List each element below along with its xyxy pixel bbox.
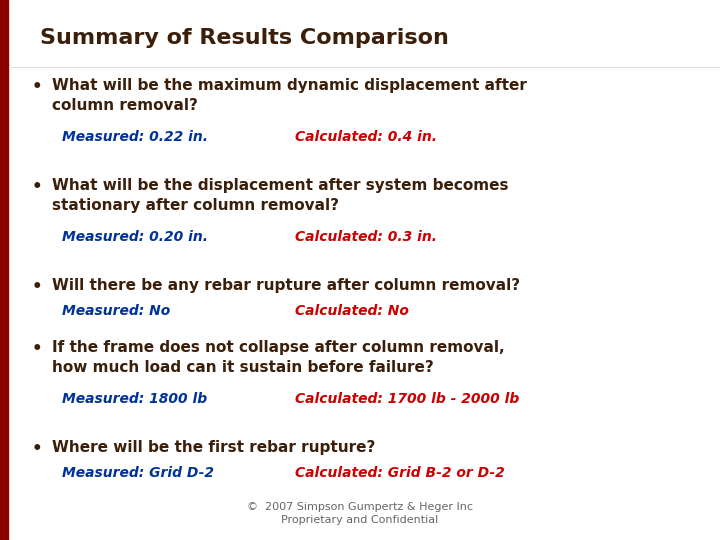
Text: If the frame does not collapse after column removal,
how much load can it sustai: If the frame does not collapse after col… (52, 340, 505, 375)
Text: •: • (32, 278, 42, 296)
Text: •: • (32, 78, 42, 96)
Text: What will be the displacement after system becomes
stationary after column remov: What will be the displacement after syst… (52, 178, 508, 213)
Text: Measured: No: Measured: No (62, 304, 170, 318)
Text: Measured: 0.22 in.: Measured: 0.22 in. (62, 130, 208, 144)
Text: ©  2007 Simpson Gumpertz & Heger Inc: © 2007 Simpson Gumpertz & Heger Inc (247, 502, 473, 512)
Text: Calculated: 0.4 in.: Calculated: 0.4 in. (295, 130, 437, 144)
Text: Measured: 1800 lb: Measured: 1800 lb (62, 392, 207, 406)
Text: •: • (32, 440, 42, 458)
Text: •: • (32, 340, 42, 358)
Text: Calculated: 1700 lb - 2000 lb: Calculated: 1700 lb - 2000 lb (295, 392, 519, 406)
Text: Measured: Grid D-2: Measured: Grid D-2 (62, 466, 214, 480)
Text: What will be the maximum dynamic displacement after
column removal?: What will be the maximum dynamic displac… (52, 78, 527, 113)
Bar (0, 0, 8, 540)
Text: Calculated: Grid B-2 or D-2: Calculated: Grid B-2 or D-2 (295, 466, 505, 480)
Text: Summary of Results Comparison: Summary of Results Comparison (40, 28, 449, 48)
Text: Measured: 0.20 in.: Measured: 0.20 in. (62, 230, 208, 244)
Text: Calculated: 0.3 in.: Calculated: 0.3 in. (295, 230, 437, 244)
Text: •: • (32, 178, 42, 196)
Text: Where will be the first rebar rupture?: Where will be the first rebar rupture? (52, 440, 375, 455)
Text: Calculated: No: Calculated: No (295, 304, 409, 318)
Text: Proprietary and Confidential: Proprietary and Confidential (282, 515, 438, 525)
Text: Will there be any rebar rupture after column removal?: Will there be any rebar rupture after co… (52, 278, 520, 293)
